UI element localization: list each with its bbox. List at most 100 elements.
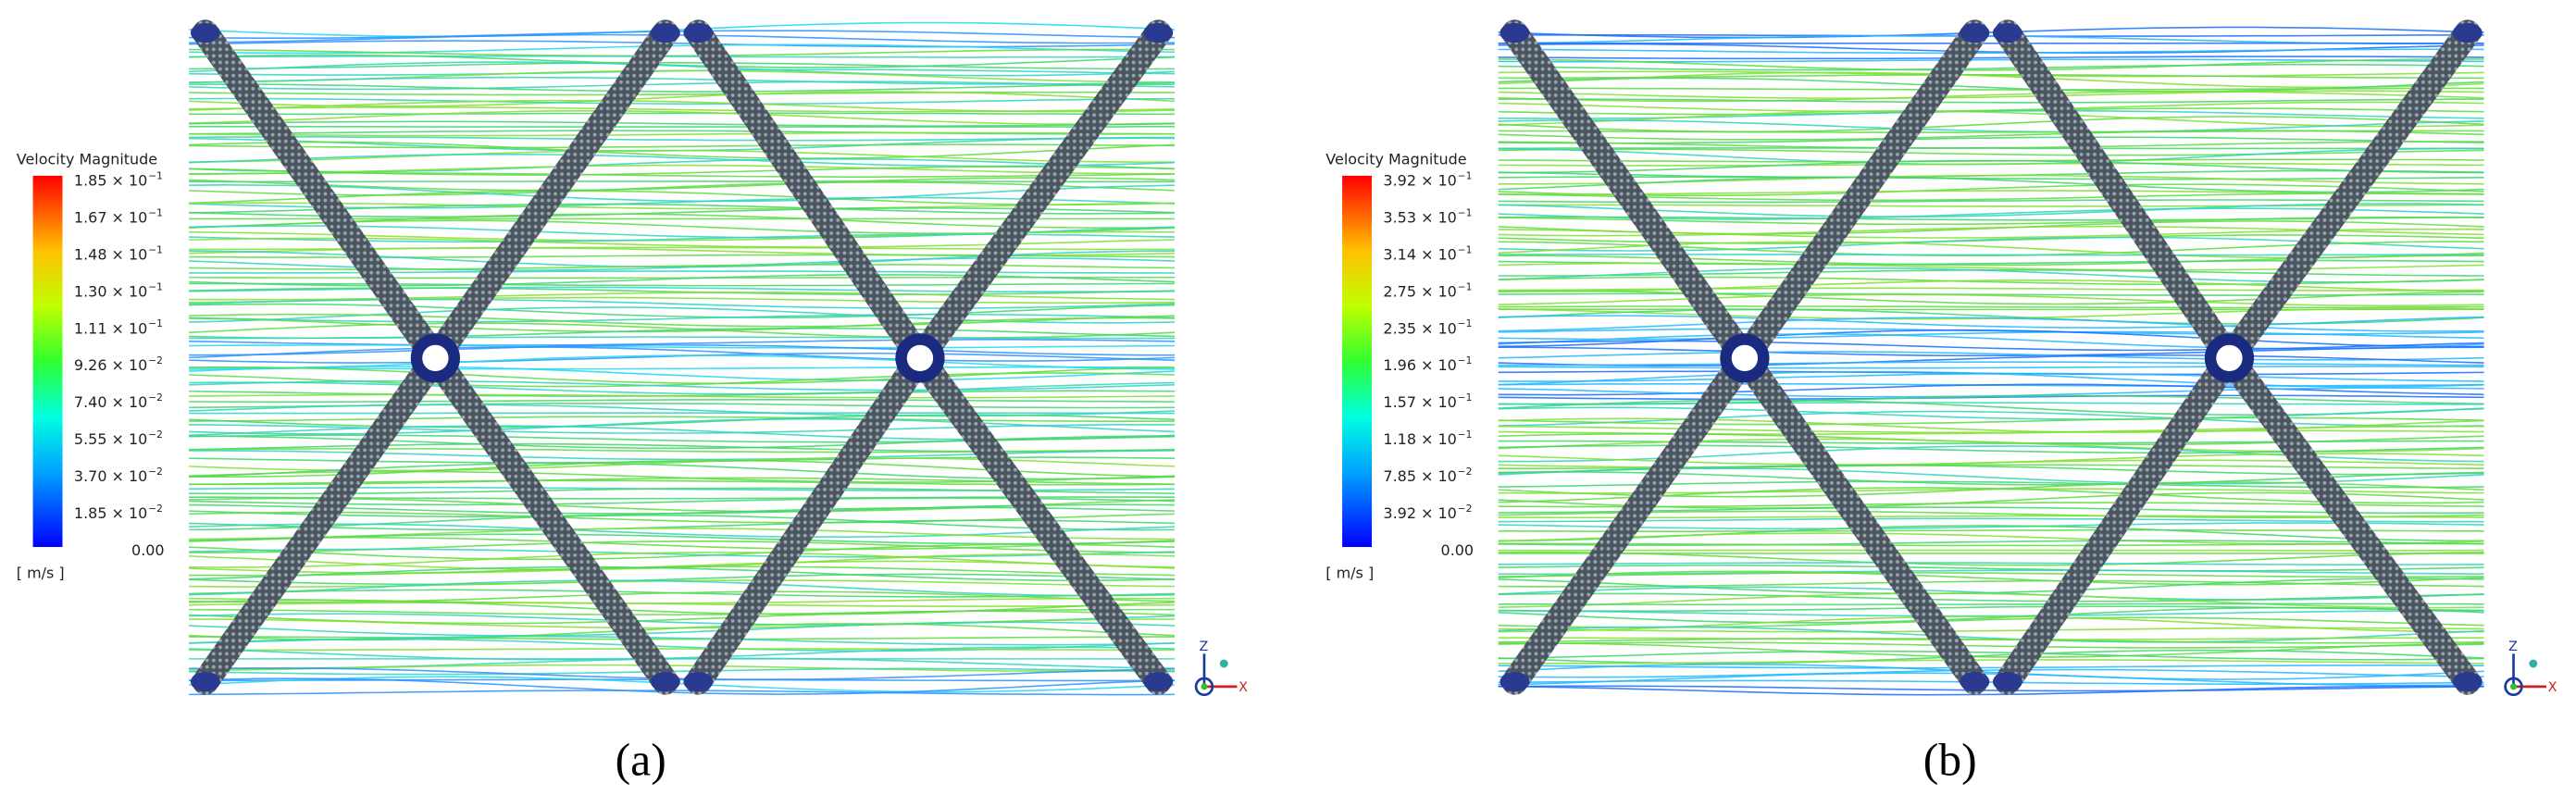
axis-y-dot [2529,659,2538,668]
streamline [1498,592,2484,609]
streamline [189,621,1176,637]
streamline [189,533,1176,545]
streamline [189,543,1176,561]
strut [2216,19,2481,372]
streamline [1498,207,2484,220]
legend-tick-exponent: −1 [1458,429,1473,441]
streamlines [189,21,1176,696]
streamline [1498,159,2484,174]
streamline [1498,540,2484,546]
streamline [189,366,1176,370]
streamline [1498,330,2484,341]
streamline [189,677,1176,695]
axis-y-dot [1219,659,1228,668]
legend-tick-exponent: −1 [1458,243,1473,255]
streamline [189,579,1176,597]
streamline [1498,56,2484,60]
streamline [189,339,1176,346]
streamline [1498,315,2484,329]
axis-z-label: Z [1200,640,1209,654]
node [2452,22,2483,43]
streamline [189,69,1176,83]
streamline [189,404,1176,417]
legend-tick-exponent: −1 [1458,391,1473,404]
streamline [189,313,1176,323]
streamline [189,552,1176,568]
streamline [1498,58,2484,71]
streamline [189,196,1176,209]
streamline [1498,506,2484,515]
streamline [189,648,1176,652]
streamline [189,317,1176,333]
legend-tick-label: 5.55 × 10 [74,430,147,448]
node [1500,22,1530,43]
streamline [189,287,1176,296]
legend-tick-label: 3.53 × 10 [1383,208,1456,226]
streamline [189,393,1176,399]
streamline [1498,510,2484,519]
streamline [1498,361,2484,366]
node-hole [422,344,449,372]
streamline [189,303,1176,318]
strut [906,19,1172,372]
streamline [1498,287,2484,292]
node [1960,22,1990,43]
streamline [1498,351,2484,361]
legend-tick-exponent: −2 [148,503,163,515]
streamline [189,638,1176,652]
streamline [1498,87,2484,91]
streamline [1498,641,2484,649]
streamline [1498,48,2484,55]
legend-tick-label: 7.85 × 10 [1383,467,1456,485]
streamline [189,514,1176,531]
streamline [189,344,1176,349]
legend-tick-label: 1.18 × 10 [1383,430,1456,448]
legend-tick-exponent: −2 [148,466,163,478]
streamline [1498,522,2484,530]
streamline [189,30,1176,39]
legend-tick-label: 3.92 × 10 [1383,172,1456,190]
legend-tick-exponent: −2 [1458,466,1473,478]
streamline [1498,551,2484,566]
streamline [189,55,1176,58]
streamline [1498,340,2484,352]
legend-tick-exponent: −1 [1458,317,1473,329]
node-hole [1731,344,1759,372]
streamline [1498,43,2484,54]
streamline [189,435,1176,450]
legend-tick-label: 1.11 × 10 [74,319,147,337]
legend-tick-exponent: −2 [148,429,163,441]
streamline [1498,659,2484,665]
streamline [189,608,1176,615]
strut [422,19,679,372]
streamline [189,590,1176,603]
streamline [189,636,1176,640]
streamline [1498,203,2484,217]
streamline [1498,383,2484,396]
strut [1731,344,1988,695]
streamline [1498,147,2484,166]
streamline [189,416,1176,423]
streamline [189,298,1176,309]
node-hole [906,344,934,372]
streamline [1498,542,2484,547]
streamline [1498,58,2484,63]
streamline [189,112,1176,116]
legend-tick-exponent: −1 [1458,280,1473,292]
legend-tick-label: 2.75 × 10 [1383,282,1456,300]
streamline [1498,606,2484,624]
strut [1994,19,2243,372]
streamline [189,136,1176,142]
streamline [189,506,1176,517]
streamline [189,130,1176,135]
strut [1501,19,1759,372]
streamline [189,602,1176,607]
streamline [189,207,1176,218]
streamline [189,344,1176,356]
streamline [1498,305,2484,309]
streamline [1498,71,2484,89]
streamline [1498,116,2484,133]
streamline [189,91,1176,107]
streamline [1498,276,2484,286]
streamline [189,106,1176,113]
